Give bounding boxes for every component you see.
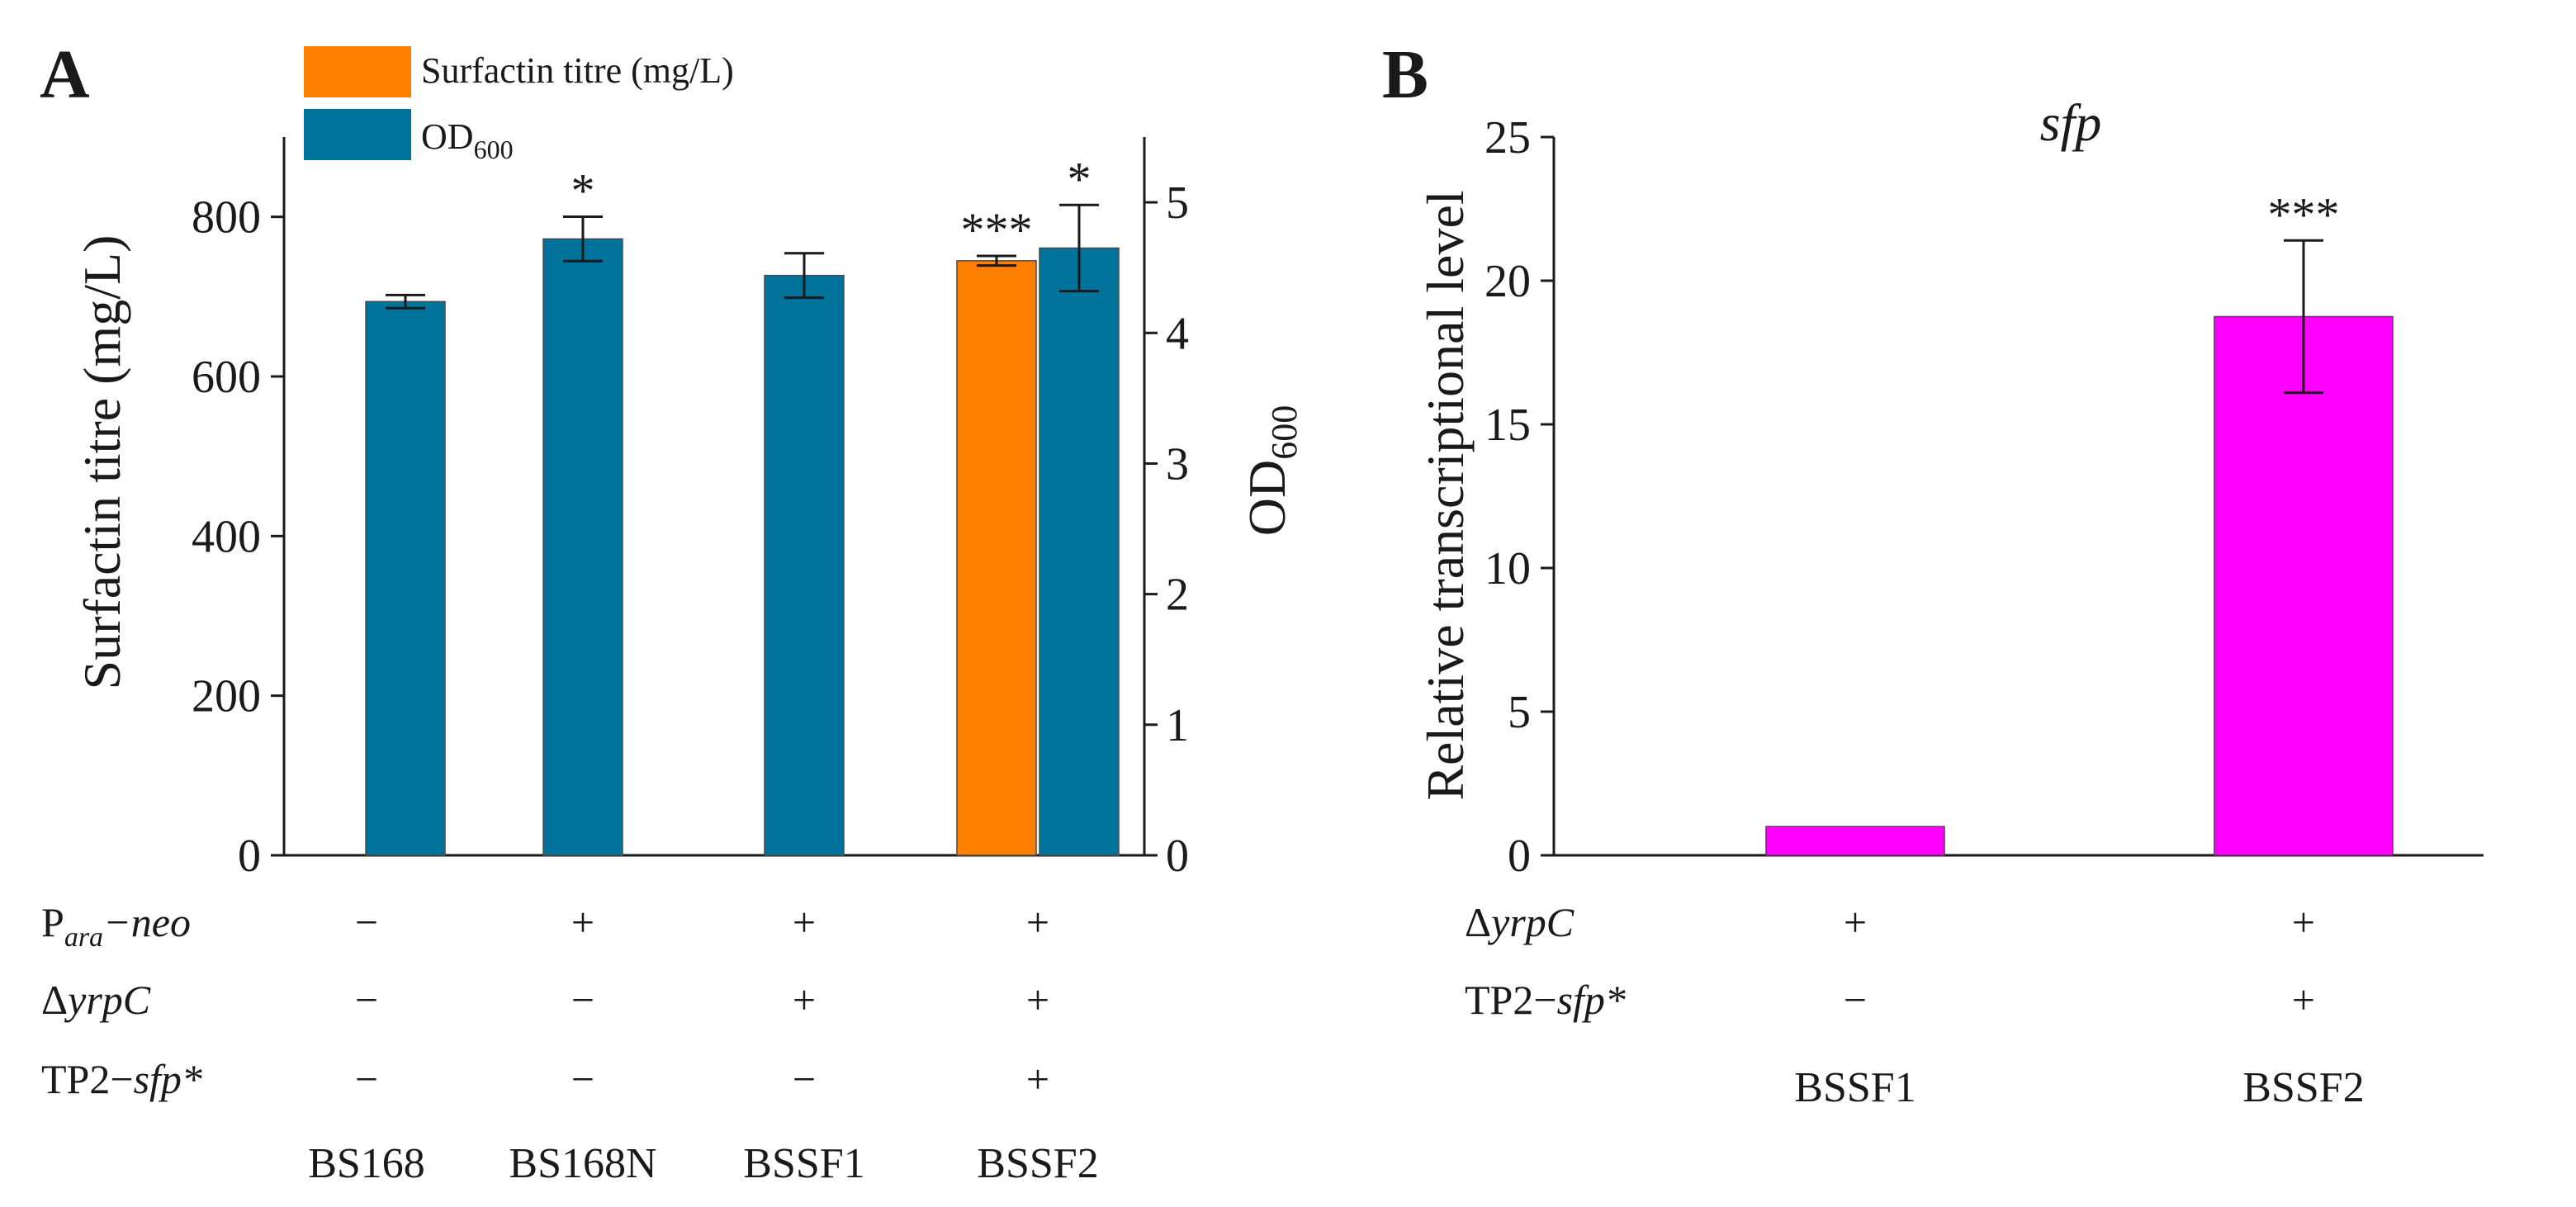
a-strain-label: BS168N xyxy=(509,1140,656,1187)
a-row-mark: + xyxy=(1026,977,1049,1023)
a-row-mark: + xyxy=(1026,1056,1049,1102)
a-strain-label: BSSF1 xyxy=(743,1140,864,1187)
a-row-label-main: P xyxy=(41,899,64,945)
a-row-mark: + xyxy=(571,899,594,945)
a-row-label-italic: yrpC xyxy=(64,977,151,1023)
panel-a-legend: Surfactin titre (mg/L) OD600 xyxy=(304,46,734,164)
a-row-label-1: ΔyrpC xyxy=(41,977,151,1023)
panel-a-y2-label-main: OD xyxy=(1238,460,1296,536)
b-row-mark: − xyxy=(1844,977,1867,1023)
bar-od600-BS168 xyxy=(365,301,446,856)
bar-od600-BSSF1 xyxy=(764,274,845,856)
legend-label-od-main: OD xyxy=(421,116,474,157)
b-row-mark: + xyxy=(2292,899,2315,945)
a-right-tick-label: 1 xyxy=(1166,700,1189,751)
a-right-tick-label: 2 xyxy=(1166,570,1189,621)
a-row-label-0: Para−neo xyxy=(41,899,191,953)
a-row-label-main: Δ xyxy=(41,977,68,1023)
a-row-mark: − xyxy=(571,977,594,1023)
bar-sfp-BSSF1 xyxy=(1765,826,1945,856)
b-tick-label: 15 xyxy=(1485,400,1531,451)
bar-surfactin-BSSF2 xyxy=(956,260,1037,856)
a-row-mark: − xyxy=(355,1056,378,1102)
a-row-mark: − xyxy=(571,1056,594,1102)
b-strain-label: BSSF1 xyxy=(1794,1064,1915,1111)
panel-b: B 0 5 10 15 20 25 *** sfp Relative transcript… xyxy=(1382,36,2484,1111)
a-left-tick-label: 800 xyxy=(192,192,261,244)
panel-a-letter: A xyxy=(40,36,90,113)
panel-a-strain-labels: BS168 BS168N BSSF1 BSSF2 xyxy=(308,1140,1099,1187)
a-right-tick-label: 5 xyxy=(1166,178,1189,229)
b-row-label-1: TP2−sfp* xyxy=(1465,977,1626,1023)
bar-od600-BS168N xyxy=(542,238,623,856)
panel-a-y2-label: OD600 xyxy=(1238,405,1305,536)
b-tick-label: 25 xyxy=(1485,112,1531,163)
legend-swatch-od xyxy=(304,109,411,160)
a-left-tick-label: 200 xyxy=(192,671,261,722)
a-right-tick-label: 0 xyxy=(1166,831,1189,882)
a-right-tick-label: 4 xyxy=(1166,308,1189,359)
legend-label-od-sub: 600 xyxy=(474,135,514,164)
a-strain-label: BS168 xyxy=(308,1140,425,1187)
panel-a-y-label: Surfactin titre (mg/L) xyxy=(73,235,131,690)
panel-a-bars: ***** xyxy=(365,152,1120,856)
b-tick-label: 0 xyxy=(1508,831,1531,882)
b-strain-label: BSSF2 xyxy=(2242,1064,2364,1111)
b-row-label-main: TP2− xyxy=(1465,977,1557,1023)
sig-surfactin-BSSF2: *** xyxy=(961,203,1033,257)
panel-b-y-ticks: 0 5 10 15 20 25 xyxy=(1485,112,1554,882)
panel-b-strain-labels: BSSF1 BSSF2 xyxy=(1794,1064,2364,1111)
a-row-mark: + xyxy=(1026,899,1049,945)
a-left-tick-label: 600 xyxy=(192,352,261,403)
panel-a-genotype-table: Para−neo − + + + ΔyrpC − − + + TP2−sfp* − − − + xyxy=(41,899,1049,1102)
a-row-label-rest: −neo xyxy=(103,899,191,945)
panel-b-letter: B xyxy=(1382,36,1428,113)
panel-a-y2-label-sub: 600 xyxy=(1264,405,1305,460)
a-row-label-sub: ara xyxy=(64,922,103,953)
panel-b-genotype-table: ΔyrpC + + TP2−sfp* − + xyxy=(1465,899,2315,1023)
legend-swatch-surfactin xyxy=(304,46,411,97)
a-row-mark: + xyxy=(793,899,816,945)
sig-sfp-BSSF2: *** xyxy=(2268,187,2340,241)
legend-label-surfactin: Surfactin titre (mg/L) xyxy=(421,50,734,91)
a-row-mark: − xyxy=(355,899,378,945)
a-strain-label: BSSF2 xyxy=(977,1140,1098,1187)
b-row-label-0: ΔyrpC xyxy=(1465,899,1574,945)
b-row-label-main: Δ xyxy=(1465,899,1491,945)
b-tick-label: 5 xyxy=(1508,687,1531,738)
bar-od600-BSSF2 xyxy=(1039,247,1120,856)
panel-a-right-ticks: 0 1 2 3 4 5 xyxy=(1144,178,1189,882)
a-row-mark: + xyxy=(793,977,816,1023)
panel-b-title: sfp xyxy=(2040,93,2102,152)
panel-b-y-label: Relative transcriptional level xyxy=(1416,190,1475,800)
panel-b-bars: *** xyxy=(1765,187,2394,856)
b-row-label-italic: yrpC xyxy=(1487,899,1574,945)
bar-sfp-BSSF2 xyxy=(2214,315,2394,856)
b-tick-label: 10 xyxy=(1485,543,1531,594)
b-row-mark: + xyxy=(2292,977,2315,1023)
b-row-mark: + xyxy=(1844,899,1867,945)
a-row-label-2: TP2−sfp* xyxy=(41,1056,202,1102)
a-left-tick-label: 400 xyxy=(192,511,261,562)
legend-label-od: OD600 xyxy=(421,116,514,164)
a-row-mark: − xyxy=(355,977,378,1023)
a-row-label-italic: sfp* xyxy=(134,1056,202,1102)
panel-a-left-ticks: 0 200 400 600 800 xyxy=(192,192,284,882)
sig-od600-BS168N: * xyxy=(571,163,595,217)
a-right-tick-label: 3 xyxy=(1166,438,1189,490)
a-left-tick-label: 0 xyxy=(238,831,261,882)
b-tick-label: 20 xyxy=(1485,256,1531,307)
b-row-label-italic: sfp* xyxy=(1557,977,1626,1023)
a-row-label-main: TP2− xyxy=(41,1056,134,1102)
a-row-mark: − xyxy=(793,1056,816,1102)
sig-od600-BSSF2: * xyxy=(1068,152,1091,206)
